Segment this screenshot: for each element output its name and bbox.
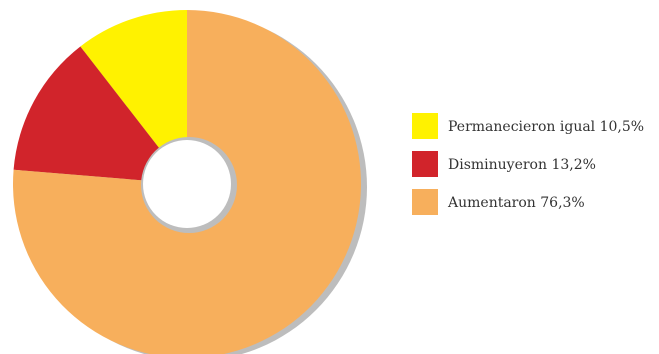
legend-swatch-aumentaron — [412, 189, 438, 215]
legend-label-aumentaron: Aumentaron 76,3% — [447, 195, 585, 211]
slice-permanecieron-igual — [80, 9, 187, 184]
donut-hole — [143, 140, 231, 228]
chart-hole-layer — [141, 137, 237, 233]
legend-label-disminuyeron: Disminuyeron 13,2% — [448, 157, 596, 173]
legend-swatch-permanecieron-igual — [412, 113, 438, 139]
legend-label-permanecieron-igual: Permanecieron igual 10,5% — [448, 119, 644, 135]
legend-swatch-disminuyeron — [412, 151, 438, 177]
chart-legend: Permanecieron igual 10,5% Disminuyeron 13… — [412, 113, 644, 215]
slice-disminuyeron — [13, 46, 187, 185]
